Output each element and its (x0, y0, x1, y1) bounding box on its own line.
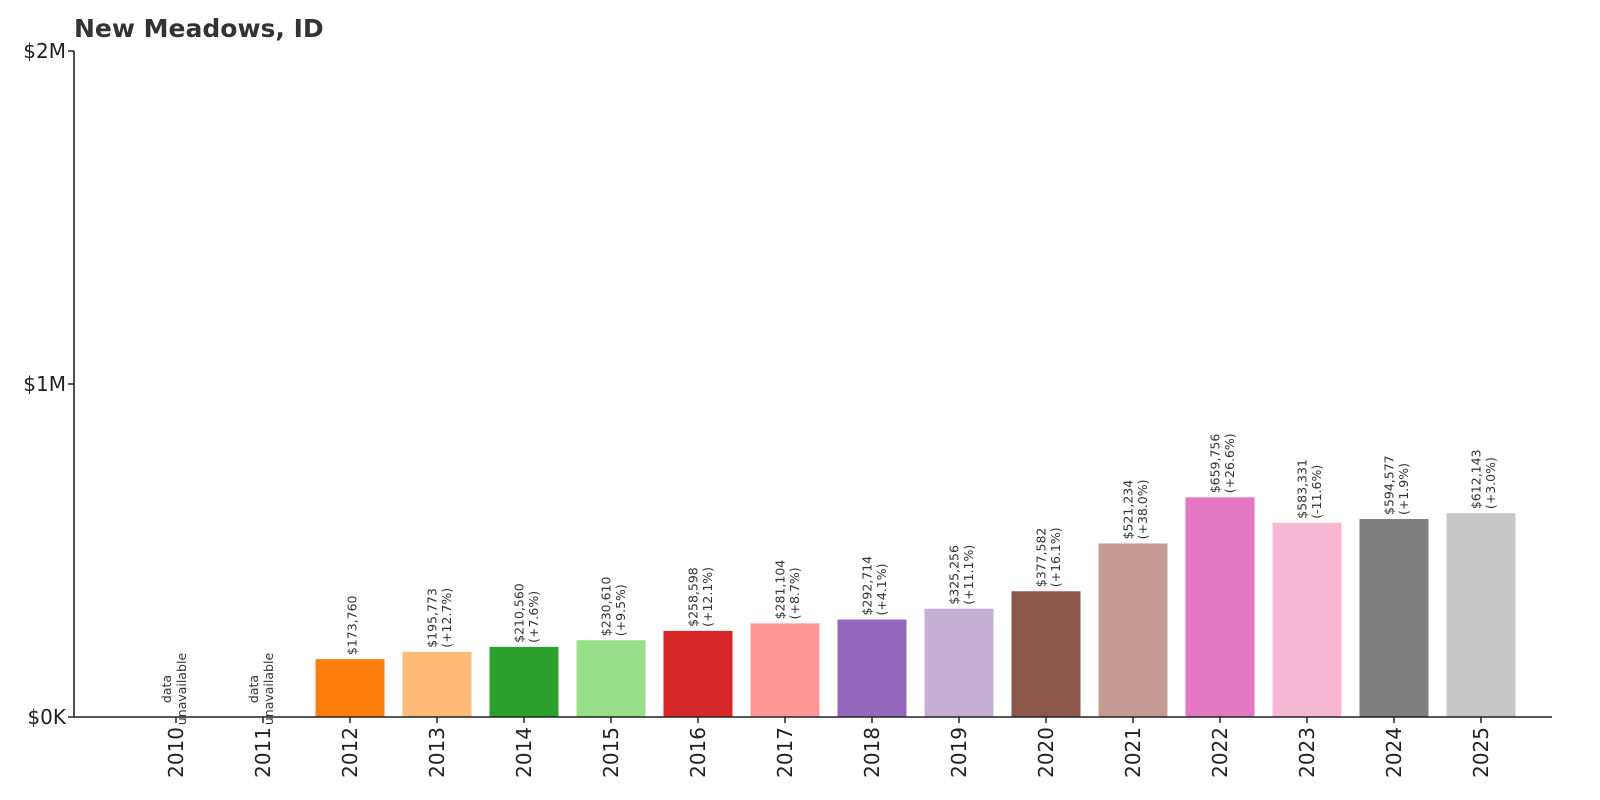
data-unavailable-line: data (159, 675, 174, 703)
bar-2014 (489, 646, 559, 717)
data-unavailable-line: unavailable (174, 653, 189, 726)
bar-value-text: $230,610 (599, 577, 614, 637)
data-unavailable-line: data (246, 675, 261, 703)
bar-value-label: $325,256(+11.1%) (947, 545, 976, 605)
bar-2015 (576, 640, 646, 717)
x-tick-label: 2010 (164, 727, 188, 778)
x-ticks: 2010 2011 2012 2013 2014 2015 2016 2017 2018 2019… (164, 717, 1493, 778)
bar-value-label: $659,756(+26.6%) (1208, 433, 1237, 493)
bar-value-text: $594,577 (1382, 455, 1397, 515)
bar-value-label: $173,760 (344, 595, 359, 655)
bar-change-text: (+12.1%) (700, 567, 715, 627)
bar-change-text: (+4.1%) (874, 564, 889, 616)
y-tick-label: $2M (23, 39, 66, 63)
chart-title: New Meadows, ID (74, 14, 324, 43)
bar-value-text: $292,714 (860, 556, 875, 616)
bars-layer (315, 497, 1516, 717)
bar-value-label: $230,610(+9.5%) (599, 577, 628, 637)
bar-2017 (750, 623, 820, 717)
x-tick-label: 2016 (686, 727, 710, 778)
x-tick-label: 2011 (251, 727, 275, 778)
bar-2012 (315, 659, 385, 717)
bar-change-text: (+8.7%) (787, 567, 802, 619)
x-tick-label: 2019 (947, 727, 971, 778)
y-ticks: $0K $1M $2M (23, 39, 74, 729)
bar-change-text: (+11.1%) (961, 545, 976, 605)
bar-value-text: $583,331 (1295, 459, 1310, 519)
x-tick-label: 2013 (425, 727, 449, 778)
bar-value-text: $210,560 (512, 583, 527, 643)
x-tick-label: 2017 (773, 727, 797, 778)
bar-2023 (1272, 522, 1342, 717)
bar-change-text: (+1.9%) (1396, 463, 1411, 515)
data-unavailable-label: dataunavailable (246, 653, 276, 726)
x-tick-label: 2025 (1469, 727, 1493, 778)
bar-value-text: $281,104 (773, 560, 788, 620)
bar-change-text: (+26.6%) (1222, 433, 1237, 493)
bar-value-text: $377,582 (1034, 528, 1049, 588)
x-tick-label: 2018 (860, 727, 884, 778)
bar-change-text: (+3.0%) (1483, 457, 1498, 509)
x-tick-label: 2023 (1295, 727, 1319, 778)
bar-2020 (1011, 591, 1081, 717)
bar-value-text: $258,598 (686, 567, 701, 627)
x-tick-label: 2020 (1034, 727, 1058, 778)
bar-2024 (1359, 519, 1429, 717)
bar-change-text: (+38.0%) (1135, 479, 1150, 539)
bar-change-text: (+12.7%) (439, 588, 454, 648)
bar-change-text: (+7.6%) (526, 591, 541, 643)
bar-value-text: $521,234 (1121, 480, 1136, 540)
bar-value-label: $521,234(+38.0%) (1121, 479, 1150, 539)
x-tick-label: 2012 (338, 727, 362, 778)
bar-2025 (1446, 513, 1516, 717)
bar-value-label: $195,773(+12.7%) (425, 588, 454, 648)
bar-value-text: $659,756 (1208, 434, 1223, 494)
bar-change-text: (+9.5%) (613, 584, 628, 636)
bar-2021 (1098, 543, 1168, 717)
bar-2022 (1185, 497, 1255, 717)
data-unavailable-label: dataunavailable (159, 653, 189, 726)
bar-value-label: $292,714(+4.1%) (860, 556, 889, 616)
bar-value-label: $210,560(+7.6%) (512, 583, 541, 643)
y-tick-label: $0K (27, 705, 66, 729)
bar-2016 (663, 630, 733, 717)
bar-value-label: $258,598(+12.1%) (686, 567, 715, 627)
bar-value-label: $281,104(+8.7%) (773, 560, 802, 620)
data-labels-layer: dataunavailable dataunavailable$173,760 $1… (159, 433, 1498, 725)
bar-2019 (924, 608, 994, 717)
bar-change-text: (+16.1%) (1048, 527, 1063, 587)
bar-change-text: (-11.6%) (1309, 465, 1324, 519)
bar-value-label: $594,577(+1.9%) (1382, 455, 1411, 515)
bar-value-text: $325,256 (947, 545, 962, 605)
y-tick-label: $1M (23, 372, 66, 396)
bar-value-text: $173,760 (344, 595, 359, 655)
x-tick-label: 2021 (1121, 727, 1145, 778)
bar-value-label: $377,582(+16.1%) (1034, 527, 1063, 587)
x-tick-label: 2015 (599, 727, 623, 778)
x-tick-label: 2022 (1208, 727, 1232, 778)
bar-value-text: $612,143 (1469, 450, 1484, 510)
bar-value-label: $583,331(-11.6%) (1295, 459, 1324, 519)
x-tick-label: 2024 (1382, 727, 1406, 778)
data-unavailable-line: unavailable (261, 653, 276, 726)
bar-2018 (837, 619, 907, 717)
bar-value-text: $195,773 (425, 588, 440, 648)
bar-value-label: $612,143(+3.0%) (1469, 450, 1498, 510)
bar-2013 (402, 651, 472, 717)
x-tick-label: 2014 (512, 727, 536, 778)
